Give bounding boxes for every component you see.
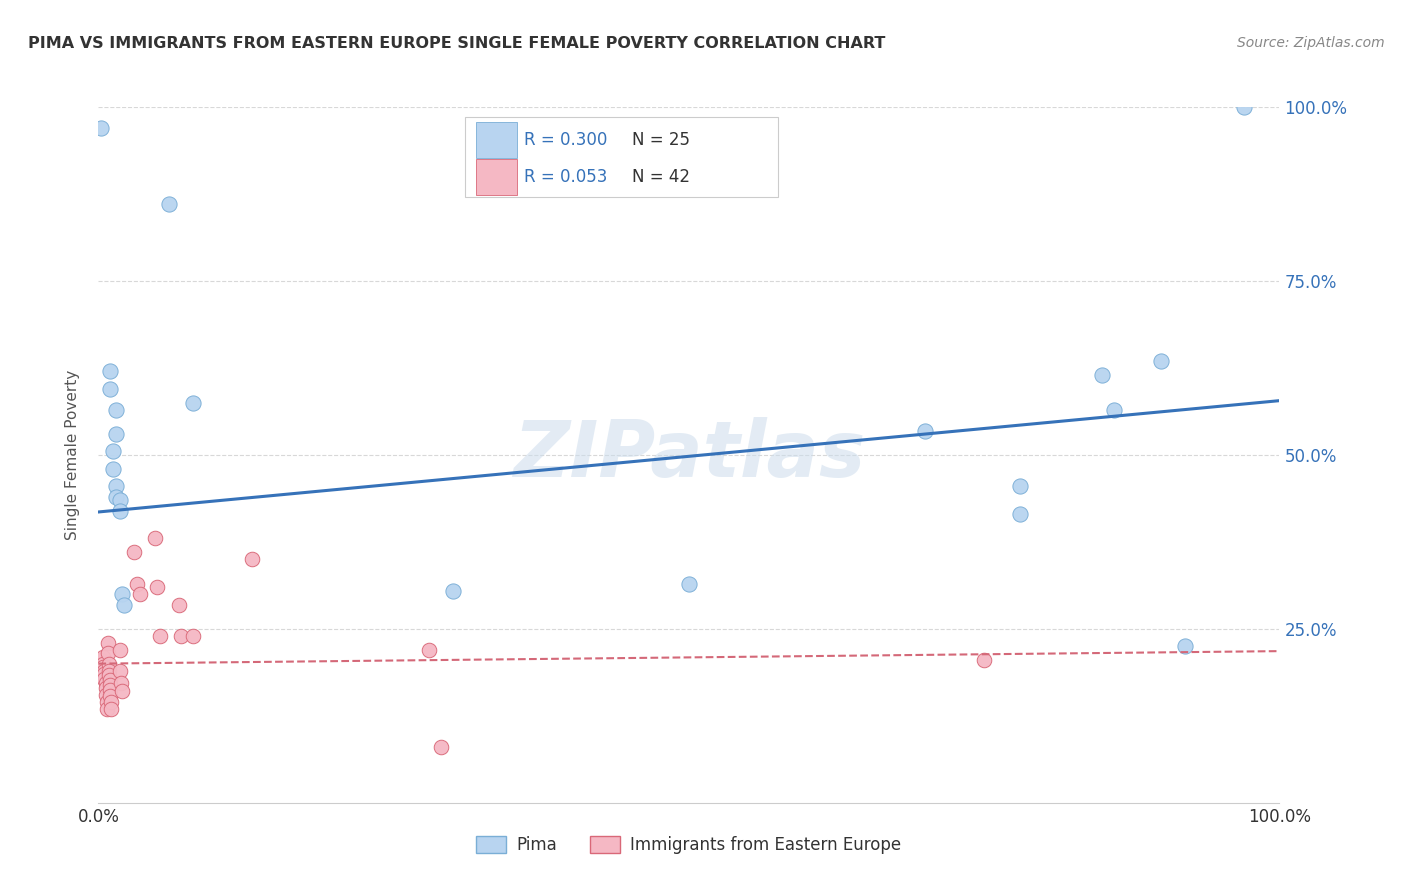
Point — [108, 642, 131, 657]
Point — [1174, 639, 1197, 653]
Point — [101, 462, 124, 476]
Point — [98, 657, 121, 671]
Point — [105, 479, 128, 493]
Point — [93, 672, 115, 686]
Point — [181, 629, 204, 643]
Point — [418, 642, 440, 657]
FancyBboxPatch shape — [464, 118, 778, 197]
Point — [90, 120, 112, 135]
Point — [1150, 354, 1173, 368]
FancyBboxPatch shape — [477, 122, 516, 158]
Point — [105, 427, 128, 442]
Point — [111, 587, 134, 601]
Point — [97, 636, 120, 650]
Point — [430, 740, 453, 755]
Point — [98, 668, 121, 682]
Point — [94, 688, 117, 702]
Point — [96, 695, 118, 709]
Point — [108, 493, 131, 508]
Point — [441, 583, 464, 598]
Point — [111, 684, 134, 698]
Point — [914, 424, 936, 438]
Point — [973, 653, 995, 667]
Point — [90, 667, 112, 681]
Point — [1008, 507, 1031, 521]
Point — [90, 653, 112, 667]
Point — [678, 576, 700, 591]
Point — [105, 402, 128, 417]
Point — [100, 695, 122, 709]
Point — [110, 676, 132, 690]
Point — [91, 649, 114, 664]
Text: N = 25: N = 25 — [633, 131, 690, 149]
Y-axis label: Single Female Poverty: Single Female Poverty — [65, 370, 80, 540]
Point — [96, 702, 118, 716]
Point — [170, 629, 193, 643]
Point — [93, 664, 115, 678]
Text: Source: ZipAtlas.com: Source: ZipAtlas.com — [1237, 36, 1385, 50]
Point — [97, 646, 120, 660]
Point — [127, 576, 149, 591]
Point — [143, 532, 166, 546]
Point — [98, 382, 121, 396]
Point — [98, 664, 121, 678]
Point — [149, 629, 172, 643]
Point — [90, 664, 112, 678]
Point — [112, 598, 135, 612]
Point — [240, 552, 263, 566]
Point — [94, 676, 117, 690]
Point — [1091, 368, 1114, 382]
Point — [108, 664, 131, 678]
Legend: Pima, Immigrants from Eastern Europe: Pima, Immigrants from Eastern Europe — [470, 829, 908, 861]
Text: N = 42: N = 42 — [633, 168, 690, 186]
Text: R = 0.300: R = 0.300 — [523, 131, 607, 149]
Point — [1008, 479, 1031, 493]
Point — [128, 587, 150, 601]
Point — [105, 490, 128, 504]
Point — [100, 702, 122, 716]
Point — [108, 503, 131, 517]
Point — [98, 364, 121, 378]
Point — [1102, 402, 1125, 417]
Point — [91, 657, 114, 671]
Point — [167, 598, 190, 612]
Point — [181, 396, 204, 410]
Point — [98, 677, 121, 691]
Point — [94, 681, 117, 695]
Point — [98, 673, 121, 687]
Point — [98, 690, 121, 704]
Point — [98, 683, 121, 698]
Text: ZIPatlas: ZIPatlas — [513, 417, 865, 493]
Point — [157, 197, 180, 211]
Text: R = 0.053: R = 0.053 — [523, 168, 607, 186]
Point — [122, 545, 145, 559]
FancyBboxPatch shape — [477, 159, 516, 194]
Point — [91, 660, 114, 674]
Point — [1233, 100, 1256, 114]
Point — [146, 580, 169, 594]
Point — [101, 444, 124, 458]
Point — [93, 667, 115, 681]
Text: PIMA VS IMMIGRANTS FROM EASTERN EUROPE SINGLE FEMALE POVERTY CORRELATION CHART: PIMA VS IMMIGRANTS FROM EASTERN EUROPE S… — [28, 36, 886, 51]
